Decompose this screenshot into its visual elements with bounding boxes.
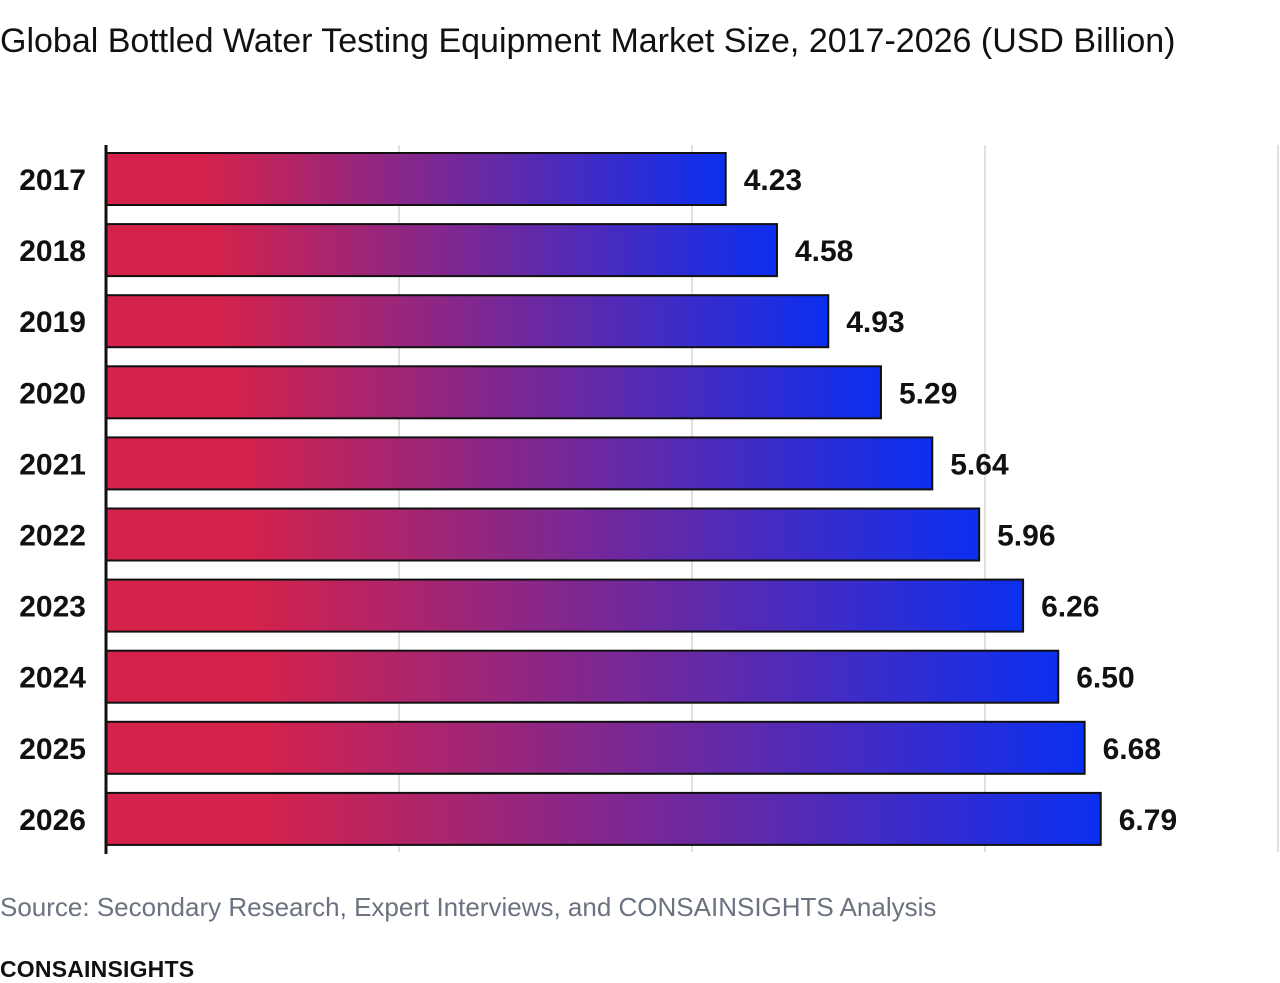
y-tick-label-2021: 2021 <box>19 448 86 481</box>
y-tick-label-2017: 2017 <box>19 164 86 197</box>
bar-2022 <box>105 507 981 562</box>
data-label-2020: 5.29 <box>899 377 957 410</box>
bar-2023 <box>105 578 1025 633</box>
bar-chart: 2017 4.23 2018 4.58 2019 4.93 2020 5.29 2021 5.64… <box>19 145 1279 854</box>
bar-2020 <box>105 365 882 420</box>
bar-2021 <box>105 436 934 491</box>
data-label-2023: 6.26 <box>1041 591 1099 624</box>
data-label-2022: 5.96 <box>997 520 1055 553</box>
y-tick-label-2023: 2023 <box>19 591 86 624</box>
y-tick-label-2022: 2022 <box>19 520 86 553</box>
bar-2019 <box>105 294 830 349</box>
bar-2024 <box>105 649 1060 704</box>
bars <box>105 152 1102 846</box>
data-label-2019: 4.93 <box>846 306 904 339</box>
data-label-2024: 6.50 <box>1076 662 1134 695</box>
y-tick-label-2018: 2018 <box>19 235 86 268</box>
data-label-2026: 6.79 <box>1119 804 1177 837</box>
chart-title: Global Bottled Water Testing Equipment M… <box>0 22 1176 60</box>
bar-2025 <box>105 720 1086 775</box>
data-label-2017: 4.23 <box>744 164 802 197</box>
y-tick-label-2025: 2025 <box>19 733 86 766</box>
bar-2018 <box>105 223 778 278</box>
brand-logo: CONSAINSIGHTS <box>0 956 195 982</box>
y-tick-label-2020: 2020 <box>19 377 86 410</box>
y-tick-label-2024: 2024 <box>19 662 86 695</box>
data-label-2018: 4.58 <box>795 235 853 268</box>
data-label-2025: 6.68 <box>1103 733 1161 766</box>
data-label-2021: 5.64 <box>950 448 1009 481</box>
bar-2017 <box>105 152 727 206</box>
y-tick-label-2026: 2026 <box>19 804 86 837</box>
y-tick-label-2019: 2019 <box>19 306 86 339</box>
source-note: Source: Secondary Research, Expert Inter… <box>0 892 937 922</box>
bar-2026 <box>105 791 1102 846</box>
labels: 2017 4.23 2018 4.58 2019 4.93 2020 5.29 2021 5.64… <box>19 164 1177 837</box>
